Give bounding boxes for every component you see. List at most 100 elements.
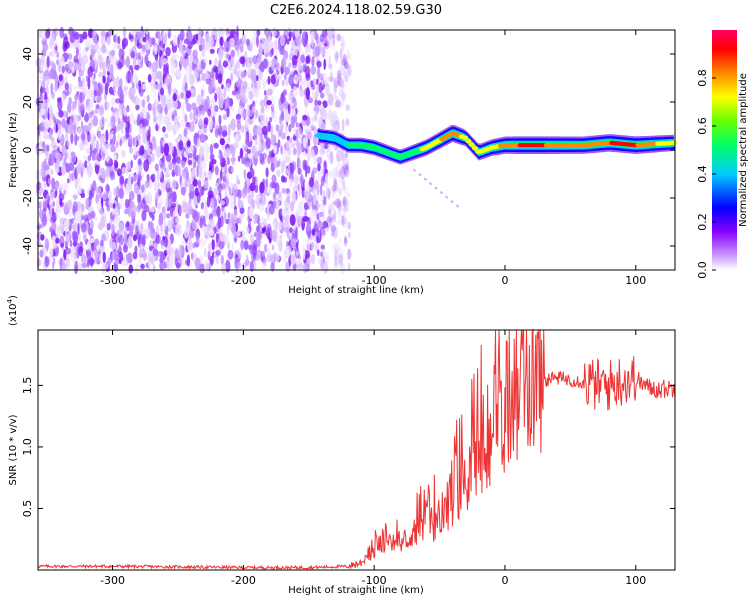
noise-speckle	[131, 87, 137, 95]
noise-speckle	[110, 65, 114, 79]
snr-multiplier-close: )	[8, 295, 19, 299]
noise-speckle	[343, 186, 349, 195]
noise-speckle	[199, 263, 206, 274]
noise-speckle	[347, 249, 350, 262]
noise-speckle	[143, 159, 150, 172]
noise-speckle	[188, 229, 195, 239]
noise-speckle	[78, 246, 83, 257]
ridge-core	[468, 142, 475, 147]
noise-speckle	[258, 46, 263, 58]
noise-speckle	[218, 58, 222, 68]
noise-speckle	[181, 240, 186, 247]
noise-speckle	[331, 120, 334, 129]
noise-speckle	[87, 122, 92, 132]
noise-speckle	[138, 128, 143, 135]
noise-speckle	[225, 171, 230, 183]
noise-speckle	[189, 74, 195, 86]
noise-speckle	[203, 117, 209, 126]
noise-speckle	[233, 209, 239, 221]
noise-speckle	[335, 50, 340, 59]
noise-speckle	[196, 60, 201, 70]
noise-speckle	[331, 231, 335, 238]
noise-speckle	[154, 84, 161, 90]
noise-speckle	[118, 187, 124, 199]
noise-speckle	[218, 97, 224, 108]
noise-speckle	[86, 240, 91, 253]
noise-speckle	[306, 222, 311, 232]
noise-speckle	[295, 211, 299, 220]
noise-speckle	[264, 89, 267, 96]
noise-speckle	[160, 239, 166, 246]
noise-speckle	[205, 78, 212, 85]
noise-speckle	[210, 197, 215, 210]
noise-speckle	[240, 71, 247, 78]
noise-speckle	[199, 66, 203, 77]
noise-speckle	[295, 128, 299, 142]
noise-speckle	[59, 55, 65, 67]
noise-speckle	[339, 253, 343, 263]
noise-speckle	[119, 89, 124, 102]
noise-speckle	[77, 159, 82, 168]
noise-speckle	[221, 262, 227, 275]
noise-speckle	[163, 57, 168, 65]
noise-speckle	[123, 107, 128, 117]
noise-speckle	[284, 201, 291, 209]
noise-speckle	[293, 147, 297, 156]
noise-speckle	[207, 250, 211, 261]
noise-speckle	[146, 95, 150, 103]
noise-speckle	[311, 228, 315, 236]
noise-speckle	[341, 218, 345, 230]
noise-speckle	[248, 132, 253, 142]
noise-speckle	[302, 114, 308, 121]
noise-speckle	[334, 79, 338, 93]
noise-speckle	[206, 170, 213, 181]
noise-speckle	[89, 189, 93, 201]
noise-speckle	[134, 36, 138, 48]
noise-speckle	[293, 47, 298, 57]
noise-speckle	[78, 80, 83, 87]
snr-frame	[37, 329, 676, 571]
noise-speckle	[46, 144, 50, 152]
noise-speckle	[311, 214, 317, 224]
noise-speckle	[99, 115, 105, 128]
y-tick-label: -20	[21, 189, 34, 207]
noise-speckle	[115, 33, 118, 45]
noise-speckle	[322, 220, 328, 229]
noise-speckle	[327, 93, 334, 106]
noise-speckle	[317, 116, 322, 126]
snr-multiplier: (x104)	[6, 295, 19, 326]
noise-speckle	[328, 85, 331, 96]
noise-speckle	[345, 161, 349, 171]
noise-speckle	[129, 146, 133, 154]
noise-speckle	[40, 108, 47, 115]
noise-speckle	[279, 120, 284, 133]
noise-speckle	[126, 104, 130, 113]
noise-speckle	[268, 187, 273, 195]
noise-speckle	[148, 178, 153, 190]
noise-speckle	[273, 155, 278, 169]
noise-speckle	[271, 57, 277, 66]
noise-speckle	[196, 137, 201, 148]
noise-speckle	[160, 87, 164, 96]
noise-speckle	[231, 147, 236, 158]
noise-speckle	[43, 182, 47, 188]
noise-speckle	[107, 122, 111, 128]
noise-speckle	[164, 133, 169, 139]
noise-speckle	[182, 45, 185, 57]
noise-speckle	[259, 99, 266, 107]
noise-speckle	[305, 55, 311, 64]
noise-speckle	[281, 111, 284, 120]
noise-speckle	[275, 62, 280, 69]
noise-speckle	[96, 200, 102, 211]
noise-speckle	[293, 174, 299, 185]
noise-speckle	[347, 249, 351, 259]
noise-speckle	[338, 236, 342, 244]
noise-speckle	[212, 115, 216, 123]
noise-speckle	[198, 165, 203, 179]
noise-speckle	[181, 176, 186, 188]
noise-speckle	[316, 235, 320, 244]
noise-speckle	[327, 76, 334, 83]
x-tick-label: 100	[625, 274, 646, 287]
noise-speckle	[103, 262, 109, 271]
noise-speckle	[237, 195, 241, 207]
